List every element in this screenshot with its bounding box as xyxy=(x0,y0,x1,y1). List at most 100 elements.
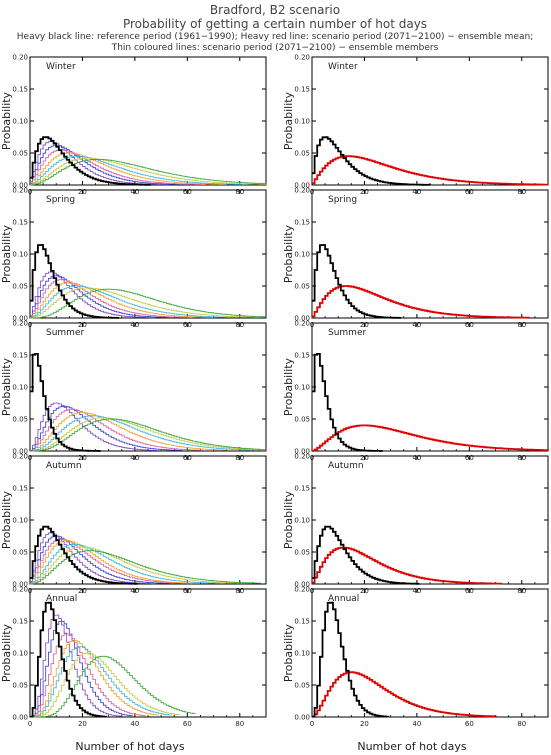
member-series-7 xyxy=(30,159,267,186)
panel-frame xyxy=(29,322,267,452)
panel-frame xyxy=(29,56,267,186)
reference-series xyxy=(312,525,420,585)
legend-line-2: Thin coloured lines: scenario period (20… xyxy=(111,43,439,53)
y-tick-label: 0.15 xyxy=(294,86,310,94)
y-tick-label: 0.20 xyxy=(294,453,310,461)
panel-frame xyxy=(311,588,549,718)
panel-spring-mean: 0.000.050.100.150.20020406080SpringProba… xyxy=(282,187,549,329)
x-axis-label-left: Number of hot days xyxy=(75,740,185,753)
y-tick-label: 0.20 xyxy=(294,54,310,62)
panel-frame xyxy=(29,588,267,718)
y-tick-label: 0.05 xyxy=(12,150,28,158)
member-series-3 xyxy=(30,409,204,452)
member-series-7 xyxy=(30,288,267,319)
y-tick-label: 0.10 xyxy=(12,251,28,259)
y-tick-label: 0.00 xyxy=(12,315,28,323)
y-axis-label: Probability xyxy=(282,91,295,150)
panel-grid: 0.00 0.05 0.10 0.15 0.20 0 20 40 60 80 Winter Proba… xyxy=(0,54,549,728)
panel-frame xyxy=(29,189,267,319)
reference-series xyxy=(30,353,101,452)
y-tick-label: 0.00 xyxy=(294,448,310,456)
figure-title: Bradford, B2 scenario xyxy=(210,3,340,17)
season-label: Spring xyxy=(328,195,357,205)
ensemble-mean-series xyxy=(312,424,549,452)
y-tick-label: 0.15 xyxy=(294,485,310,493)
y-axis-label: Probability xyxy=(0,224,13,283)
member-series-5 xyxy=(30,415,251,452)
member-series-7 xyxy=(30,418,267,452)
panel-frame xyxy=(311,189,549,319)
y-tick-label: 0.10 xyxy=(294,251,310,259)
ensemble-mean-series xyxy=(312,546,502,585)
x-axis-label-right: Number of hot days xyxy=(357,740,467,753)
member-series-5 xyxy=(30,646,172,718)
y-tick-label: 0.20 xyxy=(12,320,28,328)
season-label: Autumn xyxy=(46,461,82,471)
x-tick-label: 80 xyxy=(517,720,526,728)
x-tick-label: 60 xyxy=(183,720,192,728)
y-tick-label: 0.15 xyxy=(12,219,28,227)
panel-winter-members: 0.000.050.100.150.20020406080WinterProba… xyxy=(0,54,267,196)
panel-frame xyxy=(311,56,549,186)
member-series-4 xyxy=(30,282,214,319)
y-tick-label: 0.20 xyxy=(294,187,310,195)
y-tick-label: 0.00 xyxy=(12,714,28,722)
x-tick-label: 20 xyxy=(360,720,369,728)
y-tick-label: 0.10 xyxy=(12,517,28,525)
member-series-7 xyxy=(30,655,196,718)
y-axis-label: Probability xyxy=(282,224,295,283)
panel-frame xyxy=(311,455,549,585)
y-tick-label: 0.00 xyxy=(294,581,310,589)
y-tick-label: 0.00 xyxy=(12,581,28,589)
y-axis-label: Probability xyxy=(282,357,295,416)
member-series-1 xyxy=(30,614,123,718)
season-label: Summer xyxy=(328,328,366,338)
y-tick-label: 0.00 xyxy=(294,714,310,722)
y-tick-label: 0.15 xyxy=(294,352,310,360)
y-tick-label: 0.05 xyxy=(294,682,310,690)
y-tick-label: 0.00 xyxy=(12,448,28,456)
y-tick-label: 0.20 xyxy=(12,54,28,62)
x-tick-label: 40 xyxy=(130,720,139,728)
y-tick-label: 0.00 xyxy=(12,182,28,190)
figure-subtitle: Probability of getting a certain number … xyxy=(123,17,427,31)
season-label: Winter xyxy=(328,62,358,72)
y-tick-label: 0.20 xyxy=(12,187,28,195)
y-tick-label: 0.20 xyxy=(294,320,310,328)
y-tick-label: 0.10 xyxy=(12,118,28,126)
panel-summer-members: 0.000.050.100.150.20020406080SummerProba… xyxy=(0,320,267,462)
y-axis-label: Probability xyxy=(282,490,295,549)
x-tick-label: 0 xyxy=(28,720,32,728)
panel-winter-mean: 0.000.050.100.150.20020406080WinterProba… xyxy=(282,54,549,196)
season-label: Autumn xyxy=(328,461,364,471)
y-tick-label: 0.00 xyxy=(294,315,310,323)
x-tick-label: 0 xyxy=(310,720,314,728)
y-tick-label: 0.20 xyxy=(12,586,28,594)
panel-spring-members: 0.000.050.100.150.20020406080SpringProba… xyxy=(0,187,267,329)
y-tick-label: 0.15 xyxy=(12,485,28,493)
y-tick-label: 0.10 xyxy=(294,384,310,392)
reference-series xyxy=(30,525,138,585)
x-tick-label: 40 xyxy=(412,720,421,728)
panel-autumn-members: 0.000.050.100.150.20020406080AutumnProba… xyxy=(0,453,267,595)
y-tick-label: 0.10 xyxy=(12,650,28,658)
reference-series xyxy=(312,601,389,718)
y-tick-label: 0.10 xyxy=(294,517,310,525)
x-tick-label: 20 xyxy=(78,720,87,728)
member-series-3 xyxy=(30,279,193,318)
y-tick-label: 0.15 xyxy=(12,618,28,626)
y-tick-label: 0.20 xyxy=(294,586,310,594)
legend-line-1: Heavy black line: reference period (1961… xyxy=(17,32,533,42)
y-tick-label: 0.05 xyxy=(294,150,310,158)
member-series-6 xyxy=(30,287,259,319)
y-tick-label: 0.10 xyxy=(294,118,310,126)
panel-frame xyxy=(29,455,267,585)
reference-series xyxy=(312,136,431,186)
panel-autumn-mean: 0.000.050.100.150.20020406080AutumnProba… xyxy=(282,453,549,595)
x-tick-label: 60 xyxy=(465,720,474,728)
member-series-4 xyxy=(30,639,159,718)
y-tick-label: 0.05 xyxy=(294,416,310,424)
season-label: Spring xyxy=(46,195,75,205)
y-tick-label: 0.05 xyxy=(12,549,28,557)
